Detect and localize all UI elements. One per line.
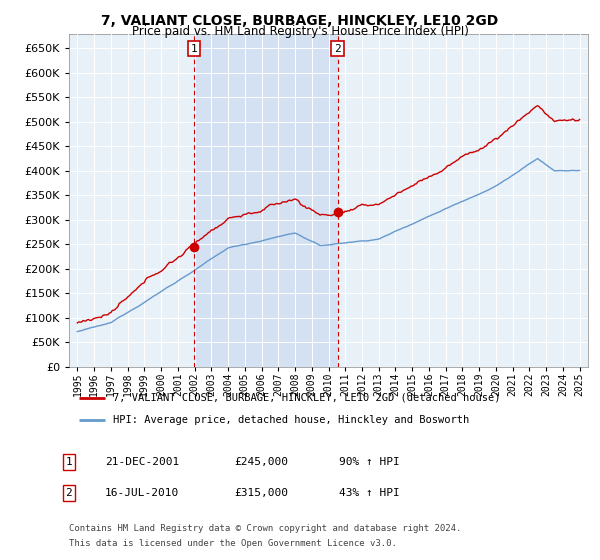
Text: 21-DEC-2001: 21-DEC-2001: [105, 457, 179, 467]
Text: 7, VALIANT CLOSE, BURBAGE, HINCKLEY, LE10 2GD: 7, VALIANT CLOSE, BURBAGE, HINCKLEY, LE1…: [101, 14, 499, 28]
Text: 7, VALIANT CLOSE, BURBAGE, HINCKLEY, LE10 2GD (detached house): 7, VALIANT CLOSE, BURBAGE, HINCKLEY, LE1…: [113, 393, 500, 403]
Text: This data is licensed under the Open Government Licence v3.0.: This data is licensed under the Open Gov…: [69, 539, 397, 548]
Text: 2: 2: [334, 44, 341, 54]
Text: 43% ↑ HPI: 43% ↑ HPI: [339, 488, 400, 498]
Text: Contains HM Land Registry data © Crown copyright and database right 2024.: Contains HM Land Registry data © Crown c…: [69, 524, 461, 533]
Text: HPI: Average price, detached house, Hinckley and Bosworth: HPI: Average price, detached house, Hinc…: [113, 415, 469, 425]
Text: Price paid vs. HM Land Registry's House Price Index (HPI): Price paid vs. HM Land Registry's House …: [131, 25, 469, 38]
Bar: [194, 34, 338, 367]
Text: £245,000: £245,000: [234, 457, 288, 467]
Text: 1: 1: [65, 457, 73, 467]
Text: 16-JUL-2010: 16-JUL-2010: [105, 488, 179, 498]
Text: 2: 2: [65, 488, 73, 498]
Text: 1: 1: [191, 44, 197, 54]
Text: 90% ↑ HPI: 90% ↑ HPI: [339, 457, 400, 467]
Text: £315,000: £315,000: [234, 488, 288, 498]
